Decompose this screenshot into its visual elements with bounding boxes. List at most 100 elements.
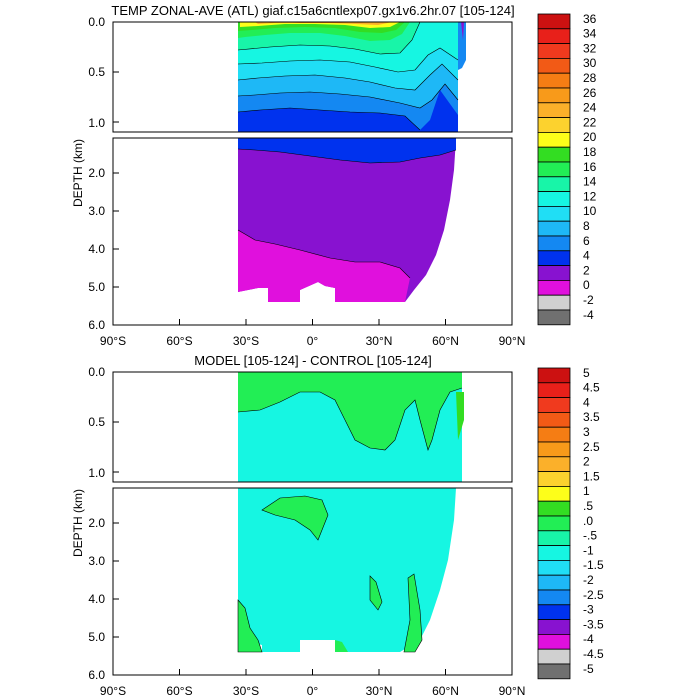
colorbar-swatch [537, 574, 571, 591]
colorbar-label: -5 [583, 662, 594, 676]
p1-ytick-4: 3.0 [88, 204, 105, 218]
colorbar-label: -4 [583, 308, 594, 322]
p2-ytick-2: 1.0 [88, 466, 105, 480]
p2-ytick-4: 3.0 [88, 554, 105, 568]
p2-xtick-6: 90°N [499, 684, 526, 698]
colorbar-swatch [537, 382, 571, 398]
colorbar-swatch [537, 426, 571, 443]
panel2-upper-frame [112, 371, 513, 483]
colorbar-swatch [537, 191, 571, 207]
colorbar-swatch [537, 279, 571, 296]
colorbar-swatch [537, 589, 571, 606]
p1-ytick-1: 0.5 [88, 65, 105, 79]
p2-ytick-5: 4.0 [88, 592, 105, 606]
colorbar-label: 20 [583, 130, 597, 144]
t-contour-d [237, 83, 459, 109]
colorbar-label: -.5 [583, 529, 597, 543]
panel1-y-ticks: 0.0 0.5 1.0 2.0 3.0 4.0 5.0 6.0 [88, 15, 105, 332]
p1-xtick-3: 0° [307, 334, 319, 348]
colorbar-swatch [537, 87, 571, 104]
p2-xtick-0: 90°S [100, 684, 126, 698]
colorbar-label: -2.5 [583, 588, 604, 602]
t-upper-6 [238, 138, 456, 163]
colorbar-swatch [537, 220, 571, 237]
panel1-x-tickmarks [179, 319, 446, 325]
d-patch-5 [335, 640, 348, 652]
p2-ytick-3: 2.0 [88, 516, 105, 530]
colorbar-swatch [537, 441, 571, 458]
colorbar-swatch [537, 604, 571, 620]
colorbar-label: -2 [583, 573, 594, 587]
colorbar-label: 4.5 [583, 381, 600, 395]
colorbar-swatch [537, 663, 571, 680]
colorbar-label: 12 [583, 189, 597, 203]
colorbar-swatch [537, 161, 571, 178]
colorbar-label: -1.5 [583, 558, 604, 572]
panel2-x-tickmarks [179, 669, 446, 675]
colorbar-swatch [537, 515, 571, 532]
p2-xtick-4: 30°N [366, 684, 393, 698]
d-upper-contour [237, 387, 463, 451]
colorbar-label: 10 [583, 204, 597, 218]
colorbar-swatch [537, 117, 571, 133]
panel1-x-ticks: 90°S 60°S 30°S 0° 30°N 60°N 90°N [100, 334, 525, 348]
colorbar-label: 30 [583, 56, 597, 70]
p2-ytick-0: 0.0 [88, 365, 105, 379]
p1-ytick-3: 2.0 [88, 166, 105, 180]
colorbar-swatch [537, 43, 571, 59]
p2-ytick-6: 5.0 [88, 630, 105, 644]
t-contour-a [237, 21, 421, 55]
colorbar-label: 4 [583, 249, 590, 263]
colorbar-swatch [537, 205, 571, 222]
colorbar-label: .0 [583, 514, 593, 528]
colorbar-label: 5 [583, 366, 590, 380]
p2-xtick-3: 0° [307, 684, 319, 698]
colorbar-label: 2.5 [583, 440, 600, 454]
colorbar-swatch [537, 131, 571, 148]
colorbar-swatch [537, 500, 571, 517]
colorbar-swatch [537, 309, 571, 326]
colorbar-label: -2 [583, 293, 594, 307]
colorbar-swatch [537, 456, 571, 472]
p1-xtick-1: 60°S [166, 334, 192, 348]
p2-xtick-1: 60°S [166, 684, 192, 698]
panel1-y-tickmarks [113, 21, 119, 288]
d-surface-positive [238, 372, 462, 450]
colorbar-label: 1.5 [583, 469, 600, 483]
colorbar-label: 28 [583, 71, 597, 85]
d-patch-4 [237, 599, 263, 653]
t-deep-contour [237, 229, 411, 279]
colorbar-swatch [537, 411, 571, 428]
p1-ytick-5: 4.0 [88, 242, 105, 256]
t-upper-contour [237, 148, 457, 164]
colorbar-swatch [537, 13, 571, 30]
difference-panel: MODEL [105-124] - CONTROL [105-124] DEPT… [71, 353, 604, 698]
p1-xtick-5: 60°N [432, 334, 459, 348]
t-arctic-strip [458, 22, 466, 70]
colorbar-label: -4 [583, 632, 594, 646]
panel1-lower-field [237, 138, 457, 302]
panel1-upper-field [237, 21, 466, 132]
colorbar-swatch [537, 294, 571, 311]
colorbar-swatch [537, 648, 571, 665]
colorbar-label: -3 [583, 603, 594, 617]
colorbar-label: -4.5 [583, 647, 604, 661]
d-patch-2 [369, 575, 383, 611]
t-arctic-cold [461, 22, 464, 40]
p2-xtick-5: 60°N [432, 684, 459, 698]
colorbar-label: 14 [583, 175, 597, 189]
p1-ytick-7: 6.0 [88, 318, 105, 332]
colorbar-label: 6 [583, 234, 590, 248]
t-bottom-2 [238, 230, 410, 302]
colorbar-swatch [537, 28, 571, 44]
d-patch-3 [403, 573, 423, 653]
panel2-ylabel: DEPTH (km) [71, 489, 85, 557]
panel2-colorbar: 54.543.532.521.51.5.0-.5-1-1.5-2-2.5-3-3… [537, 366, 604, 680]
t-contour-c [237, 63, 459, 91]
colorbar-label: 0 [583, 278, 590, 292]
colorbar-swatch [537, 235, 571, 252]
colorbar-label: 2 [583, 263, 590, 277]
colorbar-swatch [537, 176, 571, 193]
